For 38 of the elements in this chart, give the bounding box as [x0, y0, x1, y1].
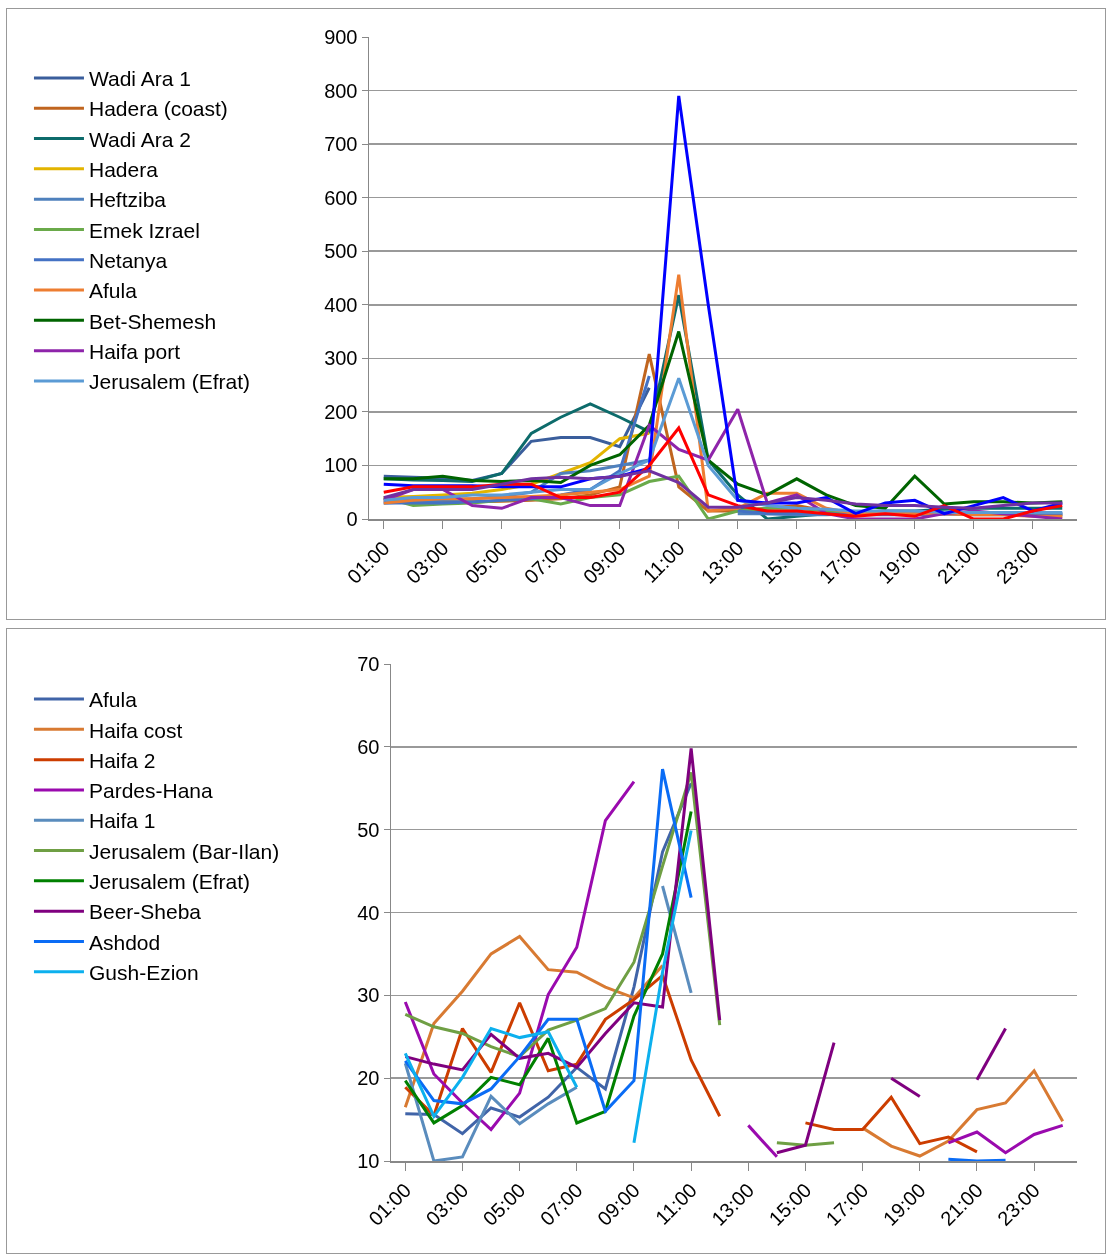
legend-label: Hadera (coast)	[88, 97, 228, 121]
legend-label: Bet-Shemesh	[88, 309, 217, 333]
legend-label: Afula	[88, 688, 138, 712]
y-tick-label: 60	[357, 735, 380, 758]
y-tick-label: 900	[324, 26, 358, 48]
y-tick-label: 20	[357, 1067, 380, 1090]
legend-label: Haifa port	[88, 339, 181, 363]
y-tick-label: 30	[357, 984, 380, 1007]
y-tick-label: 800	[324, 79, 358, 102]
y-tick-label: 70	[357, 653, 380, 675]
legend-label: Wadi Ara 1	[88, 67, 191, 91]
legend-label: Pardes-Hana	[88, 779, 214, 803]
y-tick-label: 10	[357, 1150, 380, 1172]
legend-label: Netanya	[88, 248, 168, 272]
legend-label: Afula	[88, 279, 138, 303]
y-tick-label: 200	[324, 400, 358, 423]
legend-label: Haifa cost	[88, 718, 183, 742]
legend-label: Jerusalem (Bar-Ilan)	[88, 839, 280, 863]
legend-label: Jerusalem (Efrat)	[88, 870, 251, 894]
legend-label: Gush-Ezion	[88, 960, 199, 984]
y-tick-label: 400	[324, 293, 358, 316]
legend-label: Emek Izrael	[88, 218, 200, 242]
legend-label: Jerusalem (Efrat)	[88, 370, 251, 394]
legend-label: Ashdod	[88, 930, 161, 954]
y-tick-label: 40	[357, 901, 380, 924]
y-tick-label: 100	[324, 454, 358, 477]
y-tick-label: 0	[346, 508, 358, 530]
legend-label: Haifa 2	[88, 748, 156, 772]
legend-label: Haifa 1	[88, 809, 156, 833]
legend-label: Hadera	[88, 158, 159, 182]
legend-label: Wadi Ara 2	[88, 127, 191, 151]
y-tick-label: 50	[357, 818, 380, 841]
y-tick-label: 500	[324, 240, 358, 263]
y-tick-label: 300	[324, 347, 358, 370]
y-tick-label: 600	[324, 186, 358, 209]
y-tick-label: 700	[324, 133, 358, 156]
legend-label: Heftziba	[88, 188, 167, 212]
legend-label: Beer-Sheba	[88, 900, 202, 924]
